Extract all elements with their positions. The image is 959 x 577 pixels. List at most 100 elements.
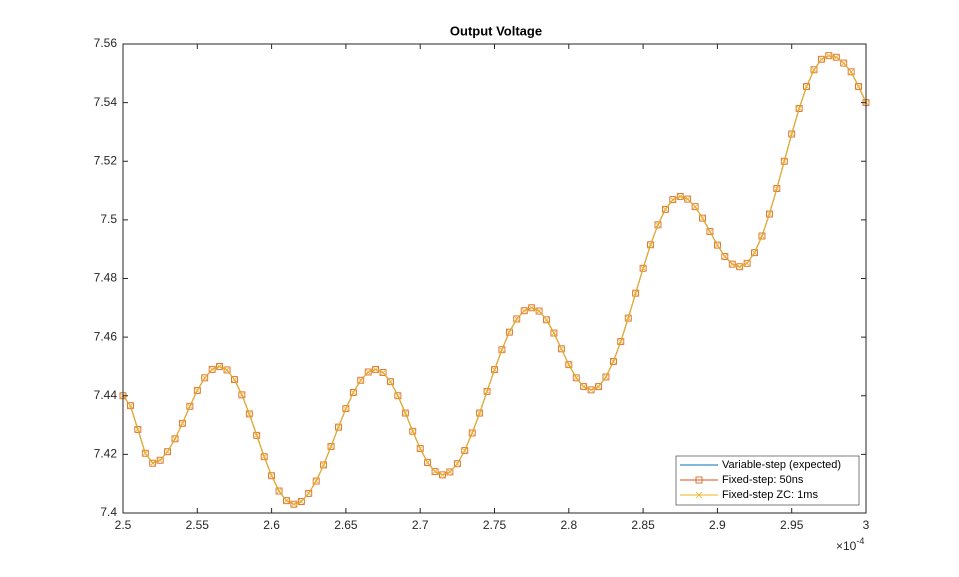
marker-square: [825, 52, 833, 60]
marker-x: [543, 316, 550, 324]
marker-x: [624, 314, 632, 322]
marker-x: [350, 389, 357, 396]
marker-x: [468, 429, 476, 437]
marker-x: [654, 221, 662, 229]
marker-square: [342, 405, 350, 413]
marker-x: [127, 402, 134, 409]
x-tick-label: 3: [863, 518, 870, 532]
legend-label: Fixed-step: 50ns: [722, 474, 804, 486]
marker-square: [743, 259, 751, 267]
marker-x: [825, 52, 833, 60]
marker-x: [728, 260, 736, 268]
marker-square: [684, 195, 692, 203]
marker-x: [483, 388, 491, 395]
marker-x: [788, 130, 795, 138]
marker-square: [394, 392, 402, 400]
marker-x: [246, 410, 253, 418]
marker-x: [372, 366, 379, 373]
x-tick-label: 2.55: [186, 518, 210, 532]
marker-x: [394, 392, 402, 400]
marker-x: [476, 409, 483, 417]
marker-square: [260, 453, 268, 461]
marker-x: [216, 363, 223, 370]
marker-square: [728, 260, 736, 268]
marker-x: [676, 193, 684, 200]
marker-x: [632, 289, 639, 297]
marker-square: [171, 435, 179, 443]
marker-square: [587, 386, 595, 394]
x-tick-label: 2.75: [483, 518, 507, 532]
marker-square: [461, 447, 469, 454]
marker-square: [810, 66, 818, 74]
marker-x: [617, 338, 625, 345]
marker-x: [795, 105, 803, 112]
marker-square: [609, 358, 617, 365]
marker-square: [795, 105, 803, 112]
marker-x: [580, 383, 587, 390]
marker-x: [364, 368, 372, 376]
marker-x: [231, 376, 238, 383]
marker-square: [253, 431, 261, 439]
marker-square: [409, 427, 417, 435]
marker-x: [639, 264, 647, 272]
marker-x: [312, 477, 320, 485]
marker-x: [773, 185, 781, 192]
marker-square: [661, 205, 669, 213]
marker-x: [565, 361, 573, 368]
marker-square: [855, 83, 862, 90]
marker-square: [127, 402, 134, 410]
marker-x: [268, 472, 275, 480]
marker-x: [699, 214, 706, 222]
marker-x: [439, 471, 446, 479]
marker-square: [580, 383, 588, 391]
marker-square: [305, 489, 313, 497]
marker-square: [335, 423, 342, 431]
x-tick-label: 2.5: [115, 518, 132, 532]
marker-x: [780, 157, 788, 165]
marker-square: [193, 387, 201, 394]
marker-x: [416, 445, 424, 452]
marker-x: [253, 432, 261, 439]
marker-square: [543, 316, 550, 324]
marker-x: [431, 468, 439, 475]
marker-square: [141, 449, 149, 457]
marker-x: [186, 403, 194, 410]
marker-x: [736, 263, 743, 271]
marker-square: [320, 461, 328, 469]
marker-square: [208, 365, 216, 373]
marker-x: [832, 53, 840, 61]
y-tick-label: 7.52: [94, 153, 118, 167]
marker-square: [327, 443, 335, 450]
marker-x: [803, 83, 810, 90]
marker-square: [565, 361, 573, 369]
marker-square: [357, 376, 365, 384]
marker-square: [379, 369, 387, 376]
marker-square: [186, 402, 194, 410]
chart-title: Output Voltage: [450, 23, 542, 38]
marker-square: [788, 130, 796, 138]
marker-square: [639, 264, 647, 272]
marker-x: [379, 369, 387, 376]
marker-square: [349, 389, 357, 396]
marker-square: [840, 59, 848, 67]
marker-x: [491, 366, 498, 373]
marker-x: [818, 55, 825, 63]
x-tick-label: 2.95: [780, 518, 804, 532]
marker-square: [780, 157, 788, 165]
y-tick-label: 7.44: [94, 388, 118, 402]
marker-square: [736, 263, 744, 271]
marker-x: [595, 383, 602, 390]
marker-square: [847, 68, 855, 76]
marker-x: [528, 304, 535, 312]
x-tick-label: 2.85: [631, 518, 655, 532]
marker-square: [766, 210, 773, 218]
marker-x: [179, 420, 186, 427]
marker-square: [387, 378, 394, 386]
marker-x: [335, 423, 342, 431]
marker-square: [401, 409, 409, 417]
y-tick-label: 7.56: [94, 36, 118, 50]
marker-x: [587, 386, 595, 394]
marker-x: [298, 498, 305, 505]
marker-square: [149, 459, 157, 467]
marker-square: [312, 477, 320, 485]
